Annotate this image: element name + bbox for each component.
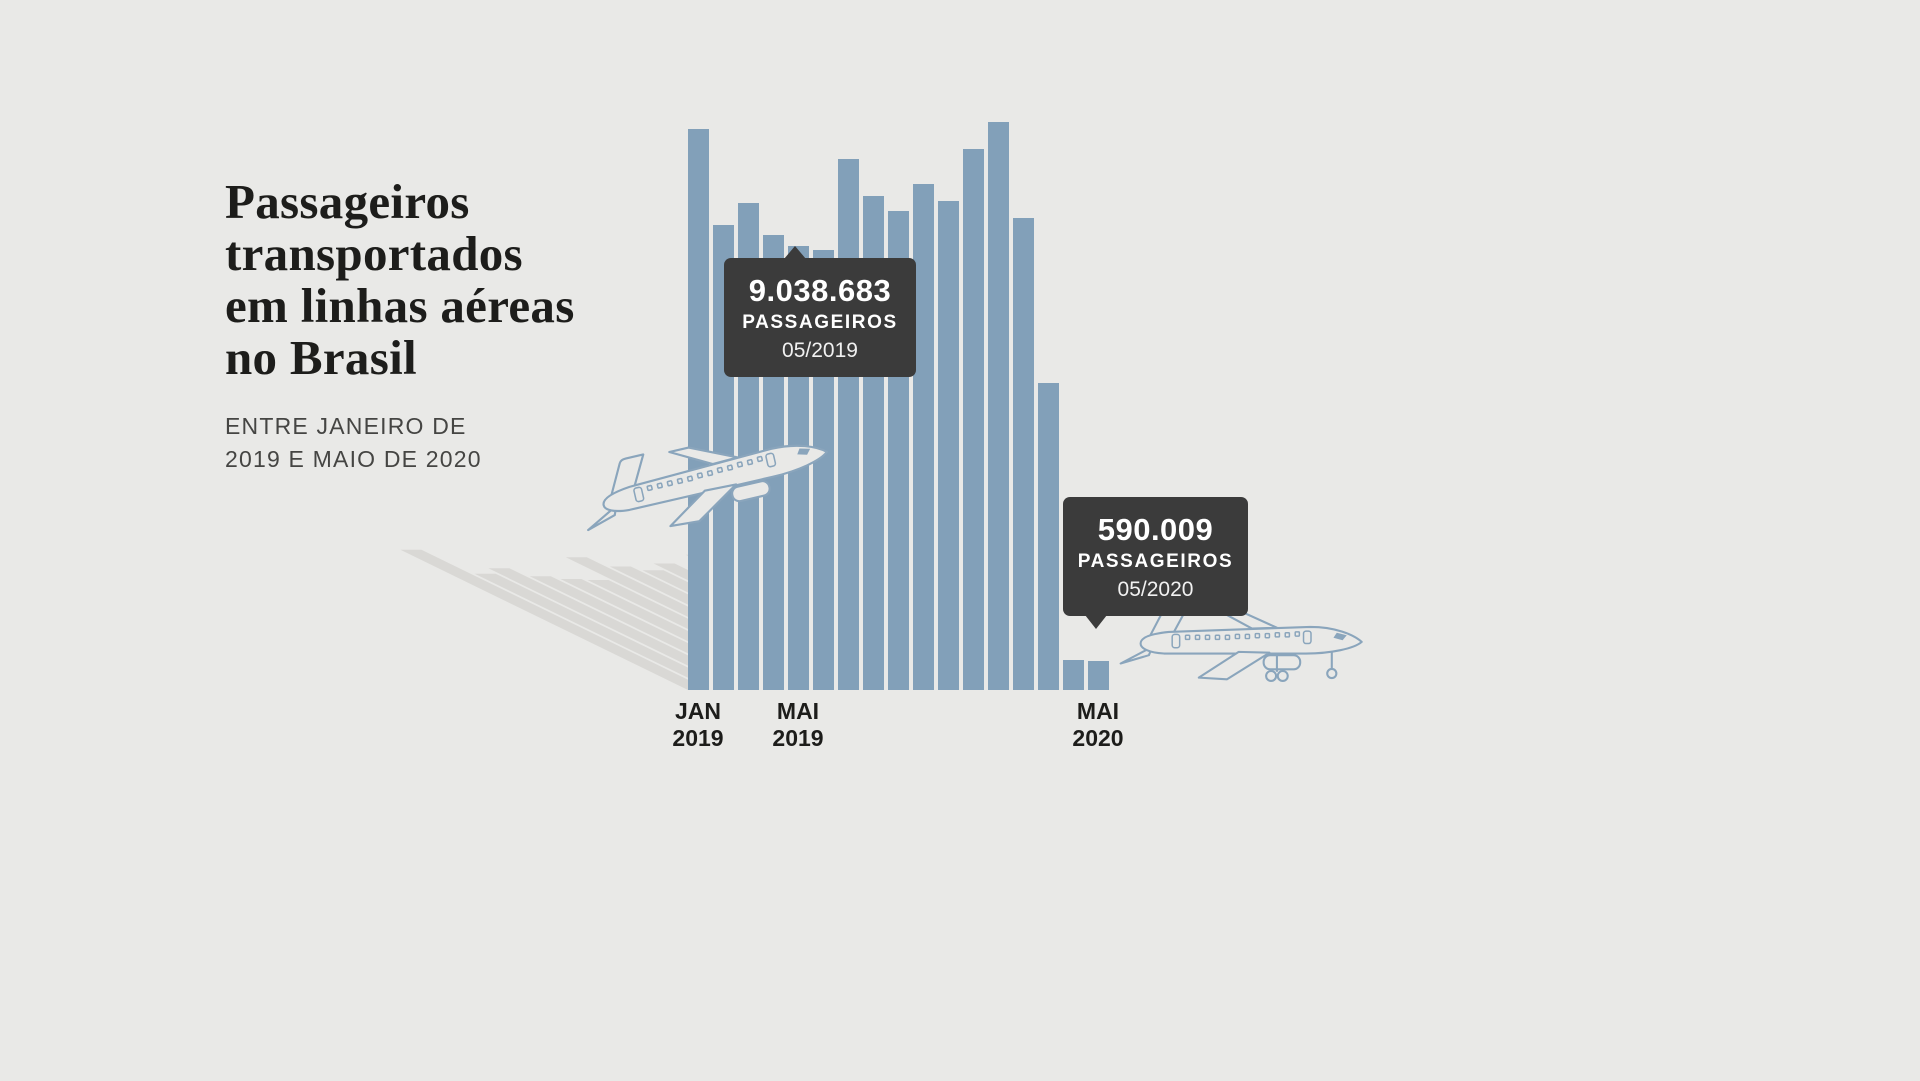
bar-05/2020 bbox=[1088, 661, 1109, 690]
bar-11/2019 bbox=[938, 201, 959, 690]
page-title-line: em linhas aéreas bbox=[225, 278, 575, 333]
callout-date: 05/2020 bbox=[1117, 578, 1194, 601]
x-axis-label-mai-2019: MAI 2019 bbox=[743, 698, 853, 752]
page-subtitle: ENTRE JANEIRO DE 2019 E MAIO DE 2020 bbox=[225, 410, 575, 476]
x-axis-label-year: 2019 bbox=[772, 725, 824, 751]
bar-01/2020 bbox=[988, 122, 1009, 690]
page-subtitle-line: ENTRE JANEIRO DE bbox=[225, 413, 467, 439]
x-axis-label-year: 2019 bbox=[672, 725, 724, 751]
bar-03/2020 bbox=[1038, 383, 1059, 690]
bars bbox=[688, 100, 1109, 690]
callout-pointer-up-icon bbox=[784, 246, 806, 259]
callout-date: 05/2019 bbox=[782, 339, 858, 362]
page-subtitle-line: 2019 E MAIO DE 2020 bbox=[225, 446, 482, 472]
bar-10/2019 bbox=[913, 184, 934, 690]
callout-may-2019: 9.038.683 PASSAGEIROS 05/2019 bbox=[724, 246, 916, 377]
x-axis-label-month: JAN bbox=[674, 698, 721, 724]
callout-pointer-down-icon bbox=[1085, 615, 1107, 629]
callout-value: 590.009 bbox=[1097, 512, 1214, 547]
page-title-line: transportados bbox=[225, 226, 523, 281]
x-axis-label-year: 2020 bbox=[1072, 725, 1124, 751]
bar-02/2020 bbox=[1013, 218, 1034, 690]
callout-label: PASSAGEIROS bbox=[1077, 551, 1234, 572]
x-axis-label-month: MAI bbox=[776, 698, 820, 724]
x-axis-label-mai-2020: MAI 2020 bbox=[1043, 698, 1153, 752]
callout-value: 9.038.683 bbox=[748, 273, 892, 308]
callout-may-2020: 590.009 PASSAGEIROS 05/2020 bbox=[1063, 497, 1248, 629]
bars-shadow bbox=[386, 543, 688, 690]
page-title-line: Passageiros bbox=[225, 174, 470, 229]
callout-label: PASSAGEIROS bbox=[742, 312, 898, 333]
bar-07/2019 bbox=[838, 159, 859, 690]
bar-04/2020 bbox=[1063, 660, 1084, 690]
page-title-line: no Brasil bbox=[225, 330, 417, 385]
title-block: Passageiros transportados em linhas aére… bbox=[225, 176, 575, 476]
bar-12/2019 bbox=[963, 149, 984, 690]
bar-01/2019 bbox=[688, 129, 709, 690]
x-axis-label-jan-2019: JAN 2019 bbox=[643, 698, 753, 752]
x-axis-label-month: MAI bbox=[1076, 698, 1120, 724]
